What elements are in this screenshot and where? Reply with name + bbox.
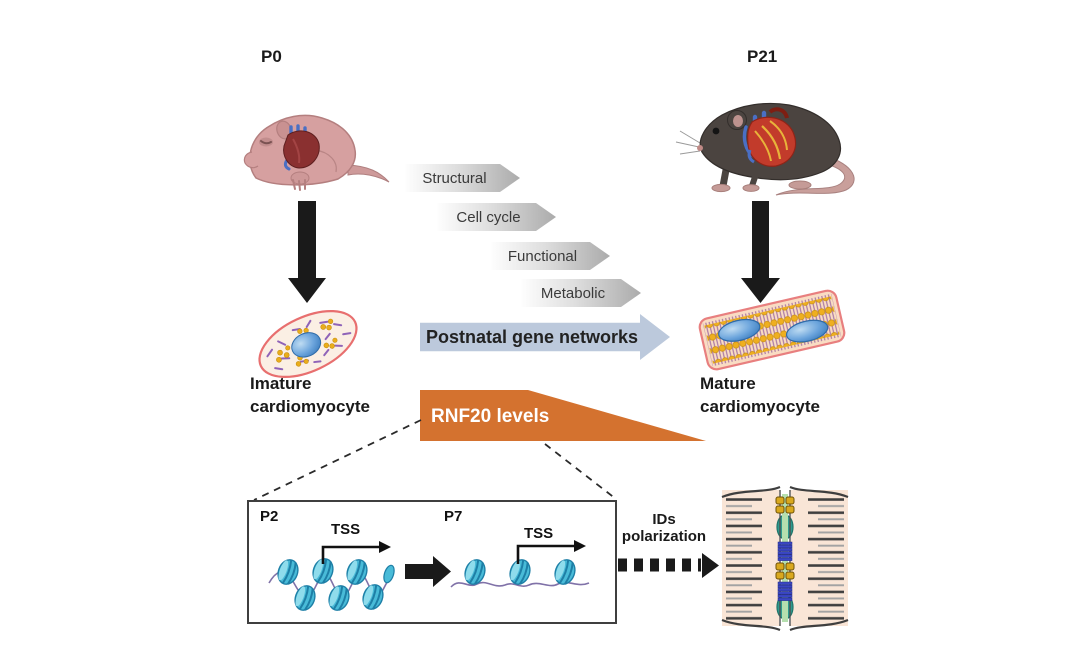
banner-functional: Functional [491,242,610,270]
down-arrow-right [741,201,780,303]
postnatal-gene-networks-label: Postnatal gene networks [425,326,639,347]
banner-structural: Structural [405,164,520,192]
banner-cell-cycle-label: Cell cycle [456,208,521,226]
mature-cardiomyocyte-caption: Mature cardiomyocyte [700,374,820,416]
banner-metabolic: Metabolic [521,279,641,307]
p7-tss-arrow [516,540,586,564]
p2-chromatin-dense [268,541,395,614]
p7-chromatin-sparse [450,540,590,588]
p21-label: P21 [747,47,778,66]
down-arrow-left [288,201,326,303]
newborn-heart-icon [283,124,320,171]
p2-to-p7-arrow [405,556,451,587]
immature-cardiomyocyte-illustration [258,310,358,378]
adult-heart-icon [742,107,797,167]
banner-metabolic-label: Metabolic [540,284,606,302]
p2-tss-arrow [321,541,391,564]
banner-structural-label: Structural [422,169,487,187]
zoom-connector-lines [253,419,617,501]
immature-cardiomyocyte-caption: Imature cardiomyocyte [250,374,370,416]
p2-label: P2 [260,508,279,525]
adult-mouse-illustration [675,102,855,196]
intercalated-disc-illustration [721,485,849,632]
ids-dashed-arrow [618,553,719,578]
p2-tss-label: TSS [331,521,361,538]
p7-tss-label: TSS [524,525,554,542]
p0-label: P0 [261,47,282,66]
rnf20-wedge [420,390,706,441]
mature-cardiomyocyte-illustration [698,289,846,371]
newborn-mouse-illustration [243,114,390,191]
banner-cell-cycle: Cell cycle [437,203,556,231]
p7-label: P7 [444,508,463,525]
ids-polarization-label: IDs polarization [621,511,707,545]
rnf20-levels-label: RNF20 levels [431,406,550,427]
banner-functional-label: Functional [507,247,578,265]
